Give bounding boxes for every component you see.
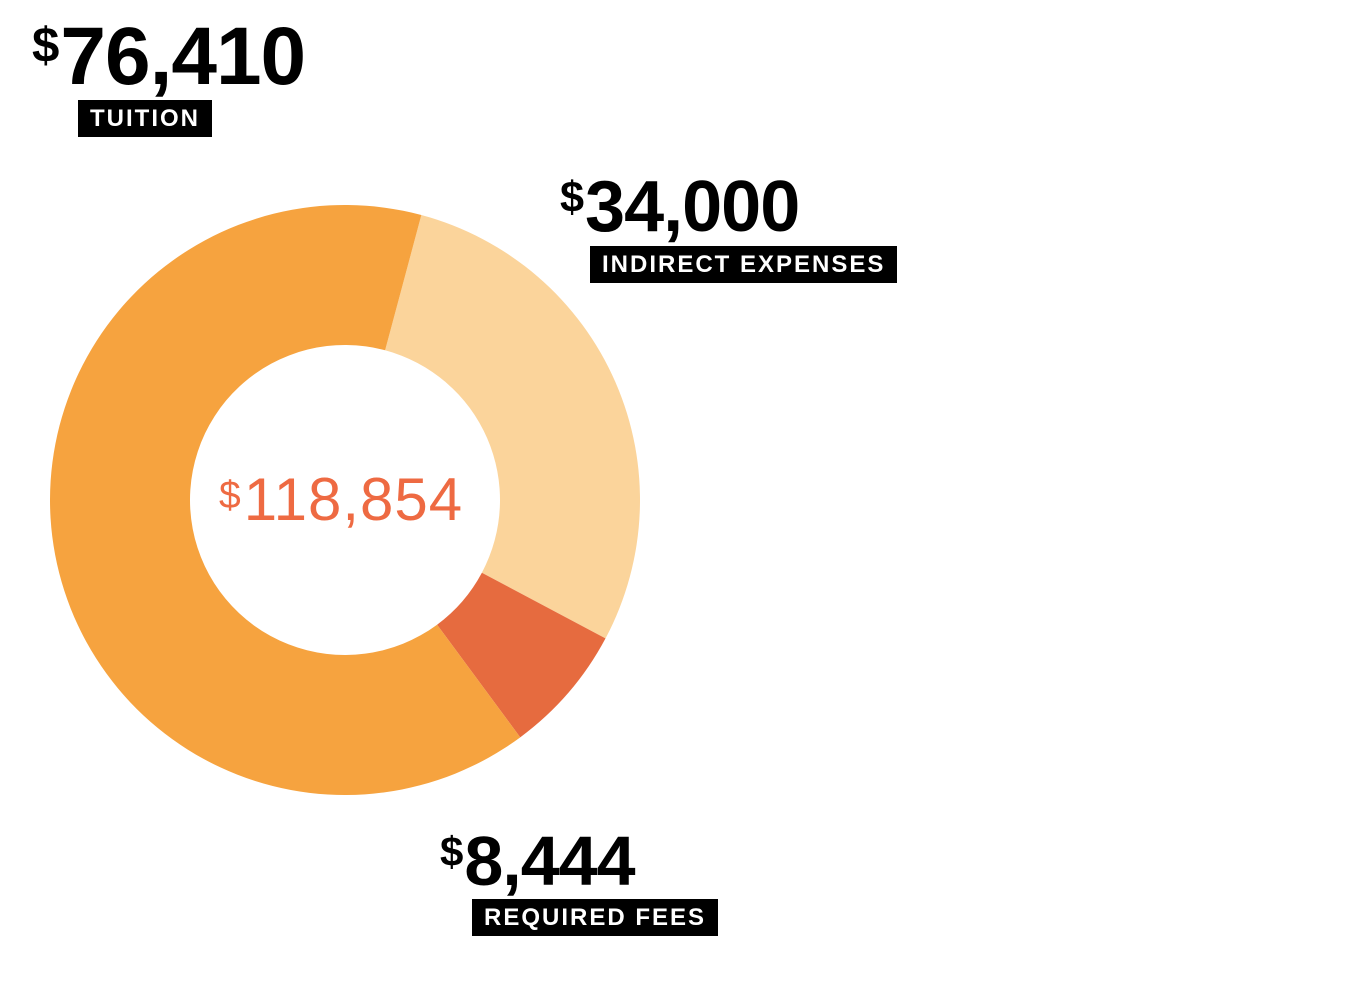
indirect-tag: INDIRECT EXPENSES	[590, 246, 897, 283]
tuition-value: 76,410	[60, 11, 305, 102]
center-currency: $	[219, 474, 242, 517]
fees-value: 8,444	[464, 822, 634, 900]
tuition-currency: $	[32, 18, 59, 73]
callout-fees: $8,444 REQUIRED FEES	[440, 830, 718, 936]
chart-stage: $118,854 $76,410 TUITION $34,000 INDIREC…	[0, 0, 1360, 1000]
center-total: $118,854	[219, 465, 463, 534]
indirect-value: 34,000	[585, 167, 799, 247]
tuition-tag: TUITION	[78, 100, 212, 137]
fees-amount: $8,444	[440, 830, 718, 893]
fees-tag: REQUIRED FEES	[472, 899, 718, 936]
callout-tuition: $76,410 TUITION	[32, 20, 305, 137]
center-amount: 118,854	[244, 466, 463, 533]
indirect-currency: $	[560, 174, 584, 222]
callout-indirect: $34,000 INDIRECT EXPENSES	[560, 175, 897, 283]
tuition-amount: $76,410	[32, 20, 305, 94]
fees-currency: $	[440, 828, 463, 875]
indirect-amount: $34,000	[560, 175, 897, 240]
